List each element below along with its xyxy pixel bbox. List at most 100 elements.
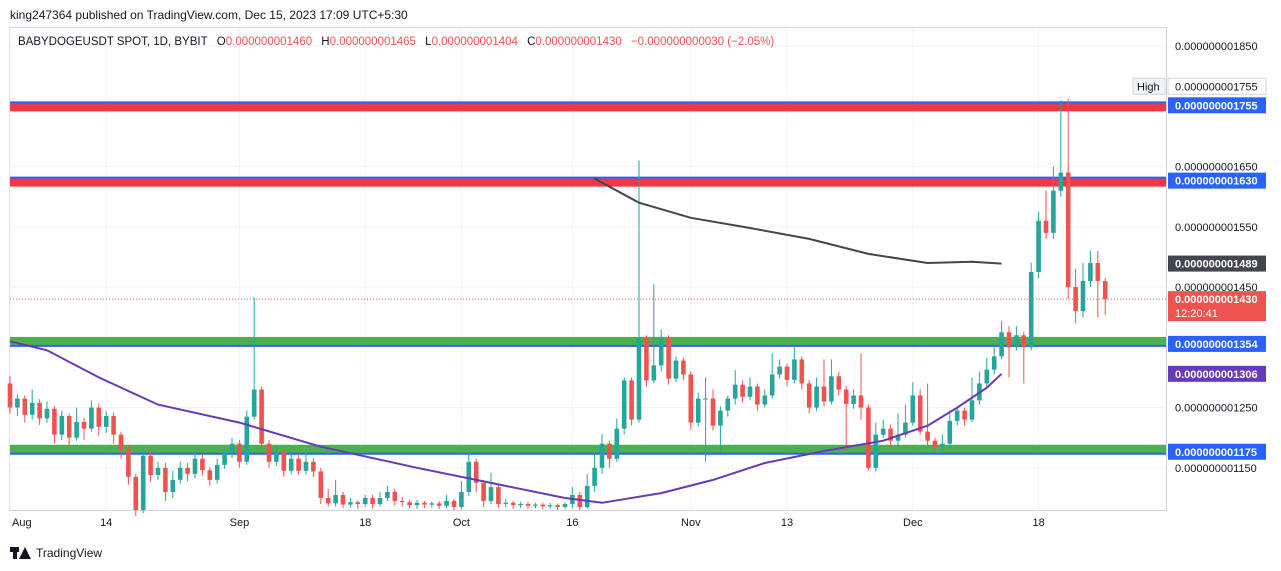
candle [1058,100,1064,197]
candle-body [148,455,153,476]
candle [22,395,28,423]
time-tick-label: Aug [12,517,32,529]
candle-body [222,453,227,465]
last-price-badge-label: 0.000000001430 [1175,294,1258,306]
candle-body [695,398,701,423]
candle [614,418,620,462]
candle-body [991,356,997,370]
candle-body [96,407,102,427]
candle-body [518,503,523,506]
price-tick-label: 0.000000001150 [1175,463,1257,475]
candle-body [688,374,694,423]
ma-purple-line [9,340,1003,504]
candle [185,463,190,482]
open-value: 0.000000001460 [225,36,313,48]
candle [836,371,842,396]
candle [821,359,827,407]
candle-body [444,500,449,506]
candle-body [940,443,945,447]
candle-body [1058,172,1064,191]
candle-body [762,395,768,405]
candle [999,320,1004,360]
time-tick-label: 14 [100,517,112,529]
candle-body [969,400,975,420]
candle-body [1080,281,1086,312]
candle [407,500,412,509]
candle [688,371,694,430]
candle-body [658,338,664,366]
candle [592,452,597,492]
candle-body [895,434,901,441]
candle [1014,326,1019,351]
resistance-zone [10,102,1166,112]
candle [755,383,760,411]
publisher-line: king247364 published on TradingView.com,… [10,8,408,22]
candle-body [118,434,124,450]
candle-body [873,434,879,468]
candle [15,394,20,417]
candle-body [488,487,494,501]
candle-body [385,491,390,498]
ma-value-badge-label: 0.000000001489 [1175,259,1258,271]
candle [570,487,575,509]
candle [333,479,338,507]
candle-body [666,338,671,379]
candle-body [999,332,1004,357]
candle [710,389,716,431]
candle [843,385,849,450]
candle-body [163,467,168,492]
candle [681,357,686,381]
candle-body [340,494,346,505]
candle [673,356,679,383]
candle [599,434,605,474]
candle-body [66,416,72,438]
candle-body [592,467,597,486]
candle [89,400,94,432]
time-tick-label: Nov [681,517,701,529]
high-label: H [321,36,330,48]
candle [829,359,834,405]
candle-body [29,402,35,415]
level-badge: 0.000000001630 [1168,172,1266,189]
candle [991,347,997,375]
candle [133,473,139,517]
candle-body [296,458,301,471]
candle [947,410,953,448]
time-axis: Aug 14 Sep 18 Oct 16 Nov 13 Dec 18 [12,517,1045,529]
candle [355,500,361,509]
candle-body [525,503,531,506]
candle [969,377,975,423]
candle [81,417,87,441]
candle-body [237,443,242,462]
candle-body [399,500,405,503]
time-tick-label: 13 [781,517,793,529]
candle-body [503,502,509,504]
time-tick-label: Sep [230,517,250,529]
candle-body [200,458,205,471]
candle [303,449,309,475]
candle [547,502,553,509]
candle-body [52,408,57,435]
candle [1080,262,1086,318]
candle-body [769,374,775,396]
candle [888,424,893,447]
candle [777,359,782,379]
candle [525,502,531,509]
candle [74,407,79,441]
support-zone [10,444,1166,454]
candle-body [954,410,960,421]
candle-body [496,487,501,504]
symbol-label: BABYDOGEUSDT SPOT, 1D, BYBIT [18,36,208,48]
candle [7,376,13,414]
candle-body [851,395,856,404]
candle-body [799,359,805,384]
time-tick-label: 16 [566,517,578,529]
candle [473,458,479,492]
candle-body [673,360,679,379]
candle-body [126,449,131,477]
candle-body [1014,335,1019,348]
price-tick-label: 0.000000001450 [1175,282,1258,294]
high-marker-value: 0.000000001755 [1175,81,1258,93]
candle-body [81,422,87,429]
